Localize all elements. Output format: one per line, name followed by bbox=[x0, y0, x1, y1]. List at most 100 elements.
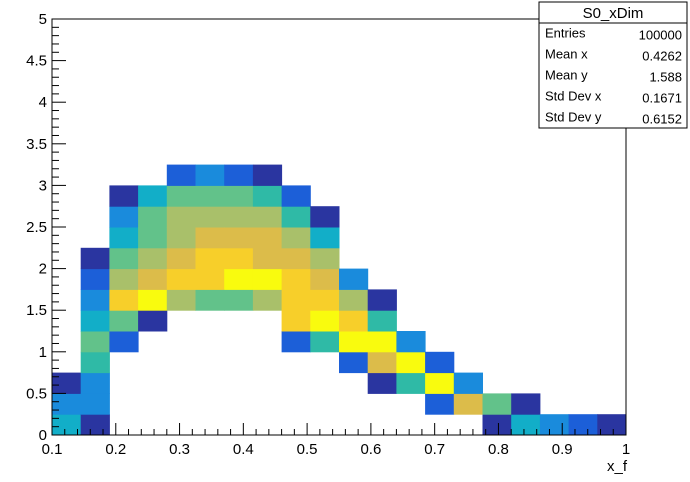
heatmap-cell bbox=[482, 414, 512, 436]
heatmap-cell bbox=[52, 372, 82, 394]
heatmap-cell bbox=[224, 289, 254, 311]
heatmap-cell bbox=[453, 393, 483, 415]
heatmap-cell bbox=[166, 206, 196, 228]
y-tick-label: 5 bbox=[39, 11, 47, 28]
heatmap-cell bbox=[310, 227, 340, 249]
stats-row-label: Mean y bbox=[545, 67, 588, 82]
stats-row-label: Mean x bbox=[545, 46, 588, 61]
heatmap-cell bbox=[138, 227, 168, 249]
heatmap-cell bbox=[80, 414, 110, 436]
stats-row-value: 0.1671 bbox=[642, 90, 682, 105]
heatmap-cell bbox=[224, 185, 254, 207]
heatmap-cell bbox=[310, 289, 340, 311]
x-axis-label: x_f bbox=[607, 458, 628, 475]
x-tick-label: 0.8 bbox=[488, 441, 509, 458]
heatmap-cell bbox=[281, 185, 311, 207]
x-tick-label: 1 bbox=[622, 441, 630, 458]
y-tick-label: 3.5 bbox=[26, 136, 47, 153]
x-tick-label: 0.4 bbox=[233, 441, 254, 458]
heatmap-cell bbox=[80, 372, 110, 394]
heatmap-cell bbox=[339, 331, 369, 353]
heatmap-cell bbox=[80, 289, 110, 311]
x-tick-label: 0.2 bbox=[105, 441, 126, 458]
heatmap-cell bbox=[80, 351, 110, 374]
heatmap-cell bbox=[138, 310, 168, 332]
heatmap-cell bbox=[539, 414, 570, 436]
heatmap-cell bbox=[252, 247, 283, 270]
heatmap-cell bbox=[166, 289, 196, 311]
heatmap-cell bbox=[482, 393, 512, 415]
heatmap-cell bbox=[281, 247, 311, 270]
stats-row-value: 0.4262 bbox=[642, 48, 682, 63]
heatmap-cell bbox=[339, 310, 369, 332]
y-tick-label: 4.5 bbox=[26, 53, 47, 70]
heatmap-cell bbox=[166, 227, 196, 249]
heatmap-cell bbox=[109, 310, 139, 332]
heatmap-cell bbox=[80, 247, 110, 270]
heatmap-cell bbox=[80, 393, 110, 415]
heatmap-cell bbox=[281, 331, 311, 353]
heatmap-cell bbox=[224, 206, 254, 228]
heatmap-cell bbox=[195, 164, 225, 186]
stats-box-rows: Entries 100000 Mean x 0.4262 Mean y 1.588 Std … bbox=[545, 25, 682, 126]
y-tick-label: 0 bbox=[39, 427, 47, 444]
heatmap-cell bbox=[80, 310, 110, 332]
heatmap-cell bbox=[195, 206, 225, 228]
y-tick-label: 2 bbox=[39, 261, 47, 278]
heatmap-cell bbox=[166, 164, 196, 186]
stats-row-value: 0.6152 bbox=[642, 111, 682, 126]
heatmap-cell bbox=[252, 289, 283, 311]
heatmap-cell bbox=[425, 393, 455, 415]
heatmap-cell bbox=[396, 351, 426, 374]
heatmap-cell bbox=[109, 331, 139, 353]
y-tick-label: 2.5 bbox=[26, 219, 47, 236]
stats-row-value: 100000 bbox=[639, 27, 682, 42]
heatmap-cell bbox=[367, 372, 397, 394]
heatmap-cell bbox=[166, 247, 196, 270]
heatmap-cell bbox=[425, 372, 455, 394]
heatmap-cell bbox=[52, 414, 82, 436]
y-tick-label: 4 bbox=[39, 94, 47, 111]
heatmap-cell bbox=[367, 351, 397, 374]
heatmap-cell bbox=[195, 268, 225, 290]
heatmap-cell bbox=[166, 185, 196, 207]
heatmap-cell bbox=[52, 393, 82, 415]
heatmap-cell bbox=[80, 331, 110, 353]
x-axis: 0.1 0.2 0.3 0.4 0.5 0.6 0.7 0.8 0.9 1 bbox=[42, 423, 630, 458]
x-tick-label: 0.9 bbox=[552, 441, 573, 458]
heatmap-cell bbox=[568, 414, 598, 436]
heatmap-cell bbox=[138, 206, 168, 228]
heatmap-cell bbox=[109, 227, 139, 249]
heatmap-cell bbox=[138, 185, 168, 207]
heatmap-cell bbox=[138, 268, 168, 290]
x-tick-label: 0.5 bbox=[297, 441, 318, 458]
x-tick-label: 0.1 bbox=[42, 441, 63, 458]
heatmap-cell bbox=[396, 331, 426, 353]
y-tick-label: 1.5 bbox=[26, 302, 47, 319]
heatmap-cell bbox=[281, 268, 311, 290]
heatmap-cell bbox=[166, 268, 196, 290]
heatmap-cell bbox=[224, 247, 254, 270]
heatmap-cell bbox=[252, 227, 283, 249]
heatmap-cell bbox=[511, 414, 541, 436]
x-tick-label: 0.7 bbox=[424, 441, 445, 458]
y-tick-label: 0.5 bbox=[26, 385, 47, 402]
heatmap-cell bbox=[453, 372, 483, 394]
heatmap-cell bbox=[224, 164, 254, 186]
heatmap-cells bbox=[52, 164, 627, 436]
heatmap-cell bbox=[252, 185, 283, 207]
heatmap-cell bbox=[511, 393, 541, 415]
heatmap-cell bbox=[224, 227, 254, 249]
heatmap-cell bbox=[281, 310, 311, 332]
heatmap-cell bbox=[310, 331, 340, 353]
stats-row-label: Entries bbox=[545, 25, 586, 40]
heatmap-cell bbox=[252, 164, 283, 186]
heatmap-cell bbox=[310, 247, 340, 270]
heatmap-cell bbox=[339, 268, 369, 290]
heatmap-cell bbox=[138, 289, 168, 311]
heatmap-cell bbox=[109, 289, 139, 311]
stats-box-title: S0_xDim bbox=[583, 5, 644, 22]
x-tick-label: 0.3 bbox=[169, 441, 190, 458]
heatmap-cell bbox=[396, 372, 426, 394]
heatmap-cell bbox=[281, 227, 311, 249]
